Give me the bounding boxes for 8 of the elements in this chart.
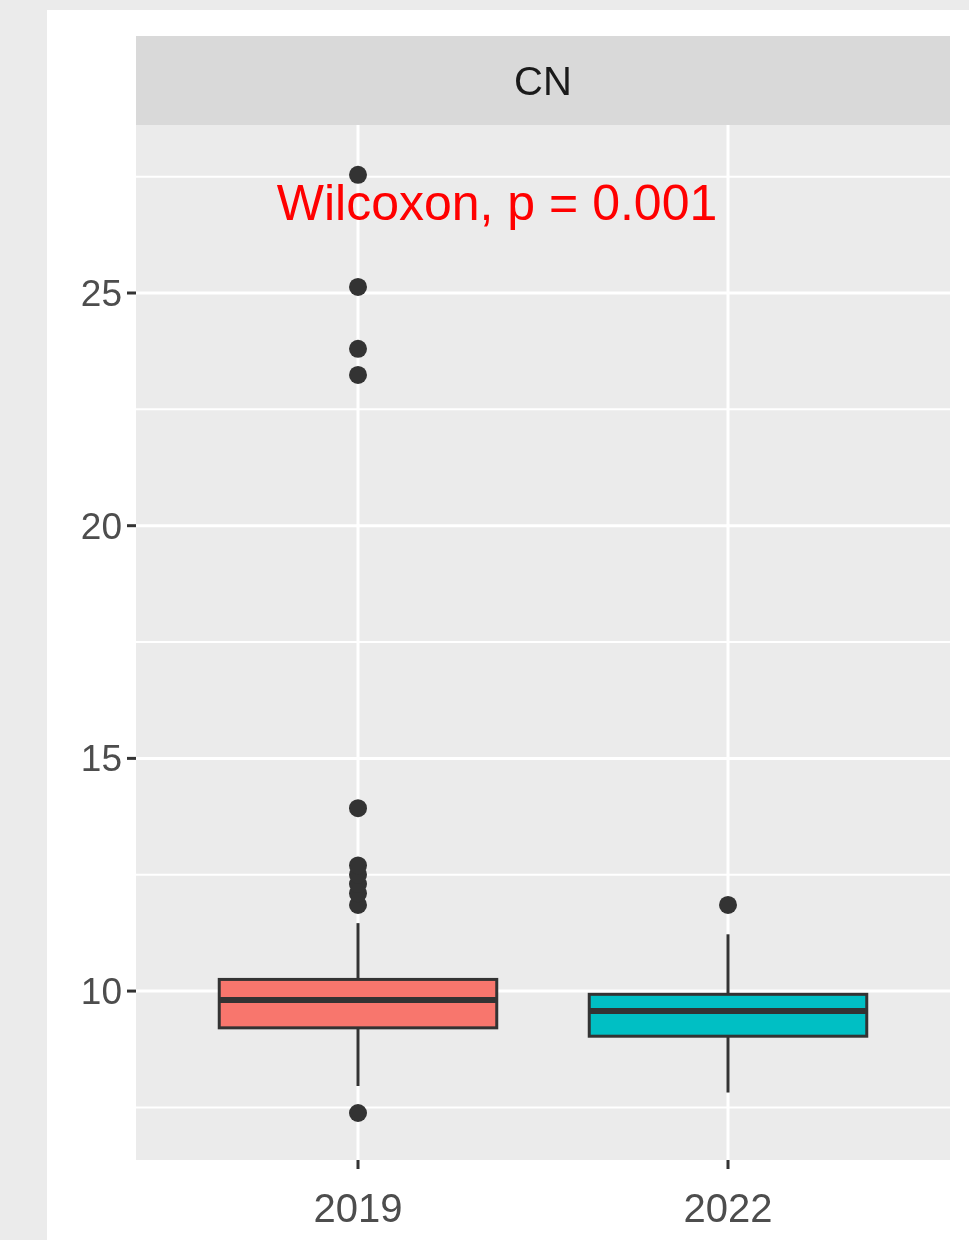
x-tick-label: 2022 bbox=[683, 1186, 773, 1230]
y-tick-label: 15 bbox=[80, 738, 122, 780]
y-tick-label: 20 bbox=[80, 505, 122, 547]
y-tick-label: 25 bbox=[80, 273, 122, 314]
y-tick-label: 10 bbox=[80, 971, 122, 1013]
annotation: Wilcoxon, p = 0.001 bbox=[276, 175, 718, 231]
chart-title: CN bbox=[514, 58, 572, 103]
x-tick-label: 2019 bbox=[313, 1186, 403, 1230]
